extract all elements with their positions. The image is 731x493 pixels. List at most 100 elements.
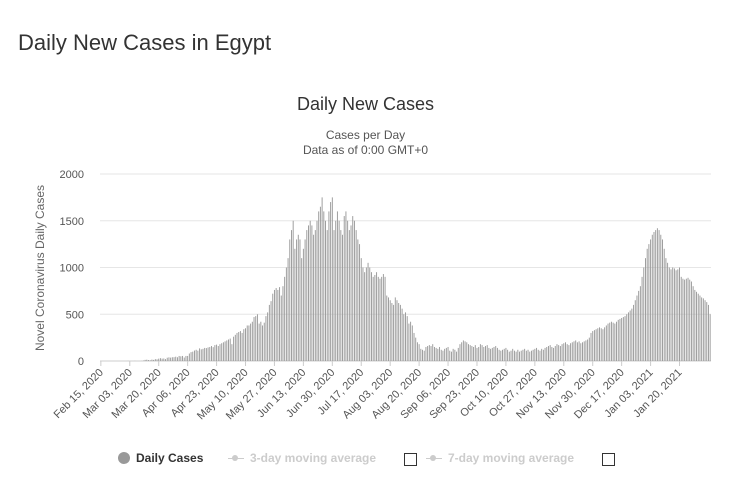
bar[interactable] bbox=[391, 303, 393, 361]
bar[interactable] bbox=[253, 317, 255, 361]
bar[interactable] bbox=[473, 346, 475, 361]
bar[interactable] bbox=[704, 300, 706, 361]
bar[interactable] bbox=[554, 346, 556, 361]
bar[interactable] bbox=[377, 276, 379, 361]
bar[interactable] bbox=[610, 321, 612, 361]
bar[interactable] bbox=[500, 350, 502, 361]
bar[interactable] bbox=[185, 355, 187, 361]
bar[interactable] bbox=[604, 327, 606, 361]
bar[interactable] bbox=[182, 355, 184, 361]
bar[interactable] bbox=[353, 220, 355, 361]
bar[interactable] bbox=[587, 339, 589, 362]
bar[interactable] bbox=[631, 308, 633, 361]
bar[interactable] bbox=[537, 349, 539, 361]
bar[interactable] bbox=[268, 304, 270, 361]
bar[interactable] bbox=[449, 350, 451, 361]
bar[interactable] bbox=[634, 300, 636, 361]
bar[interactable] bbox=[221, 343, 223, 361]
bar[interactable] bbox=[452, 348, 454, 361]
bar[interactable] bbox=[360, 258, 362, 361]
bar[interactable] bbox=[663, 248, 665, 361]
bar[interactable] bbox=[183, 357, 185, 361]
bar[interactable] bbox=[347, 220, 349, 361]
bar[interactable] bbox=[319, 206, 321, 361]
bar[interactable] bbox=[563, 343, 565, 361]
bar[interactable] bbox=[617, 319, 619, 361]
bar[interactable] bbox=[297, 234, 299, 361]
bar[interactable] bbox=[273, 289, 275, 361]
bar[interactable] bbox=[694, 289, 696, 361]
bar[interactable] bbox=[493, 346, 495, 361]
bar[interactable] bbox=[336, 211, 338, 361]
bar[interactable] bbox=[498, 349, 500, 361]
bar[interactable] bbox=[585, 340, 587, 361]
bar[interactable] bbox=[605, 325, 607, 361]
bar[interactable] bbox=[187, 355, 189, 361]
bar[interactable] bbox=[621, 317, 623, 361]
bar[interactable] bbox=[483, 346, 485, 361]
bar[interactable] bbox=[660, 234, 662, 361]
bar[interactable] bbox=[612, 322, 614, 361]
bar[interactable] bbox=[357, 239, 359, 361]
bar[interactable] bbox=[696, 291, 698, 361]
bar[interactable] bbox=[559, 346, 561, 361]
bar[interactable] bbox=[170, 357, 172, 361]
bar[interactable] bbox=[474, 345, 476, 361]
bar[interactable] bbox=[284, 276, 286, 361]
bar[interactable] bbox=[485, 346, 486, 361]
bar[interactable] bbox=[413, 332, 415, 361]
bar[interactable] bbox=[551, 346, 553, 361]
bar[interactable] bbox=[275, 288, 277, 361]
bar[interactable] bbox=[709, 314, 711, 361]
bar[interactable] bbox=[522, 349, 524, 361]
bar[interactable] bbox=[226, 340, 228, 361]
bar[interactable] bbox=[425, 346, 427, 361]
bar[interactable] bbox=[241, 332, 243, 361]
bar[interactable] bbox=[217, 346, 219, 361]
bar[interactable] bbox=[643, 267, 645, 362]
bar[interactable] bbox=[153, 359, 155, 361]
bar[interactable] bbox=[529, 351, 531, 361]
bar[interactable] bbox=[398, 303, 400, 361]
bar[interactable] bbox=[234, 334, 236, 361]
bar[interactable] bbox=[394, 297, 396, 361]
bar[interactable] bbox=[701, 297, 703, 361]
bar[interactable] bbox=[163, 358, 165, 361]
bar[interactable] bbox=[296, 239, 298, 361]
bar[interactable] bbox=[699, 295, 701, 361]
bar[interactable] bbox=[159, 358, 161, 361]
bar[interactable] bbox=[491, 347, 493, 361]
bar[interactable] bbox=[626, 314, 628, 361]
bar[interactable] bbox=[525, 350, 527, 361]
bar[interactable] bbox=[536, 347, 538, 361]
bar[interactable] bbox=[158, 358, 160, 361]
bar[interactable] bbox=[306, 230, 308, 361]
bar[interactable] bbox=[212, 347, 214, 361]
bar[interactable] bbox=[530, 350, 532, 361]
bar[interactable] bbox=[593, 330, 595, 361]
bar[interactable] bbox=[505, 347, 507, 361]
bar[interactable] bbox=[282, 286, 284, 361]
bar[interactable] bbox=[180, 356, 182, 361]
bar[interactable] bbox=[166, 357, 168, 361]
bar[interactable] bbox=[454, 349, 456, 361]
bar[interactable] bbox=[476, 347, 478, 361]
bar[interactable] bbox=[258, 323, 260, 361]
bar[interactable] bbox=[464, 341, 466, 361]
bar[interactable] bbox=[544, 347, 546, 361]
bar[interactable] bbox=[461, 342, 463, 361]
bar[interactable] bbox=[502, 349, 503, 361]
bar[interactable] bbox=[588, 337, 590, 362]
bar[interactable] bbox=[445, 347, 447, 361]
bar[interactable] bbox=[597, 328, 599, 361]
bar[interactable] bbox=[401, 308, 403, 361]
bar[interactable] bbox=[427, 346, 429, 361]
bar[interactable] bbox=[229, 338, 231, 361]
bar[interactable] bbox=[447, 346, 449, 361]
bar[interactable] bbox=[582, 342, 583, 361]
bar[interactable] bbox=[200, 349, 202, 361]
bar[interactable] bbox=[568, 345, 570, 361]
bar[interactable] bbox=[197, 350, 199, 361]
bar[interactable] bbox=[355, 230, 357, 361]
bar[interactable] bbox=[411, 325, 413, 361]
